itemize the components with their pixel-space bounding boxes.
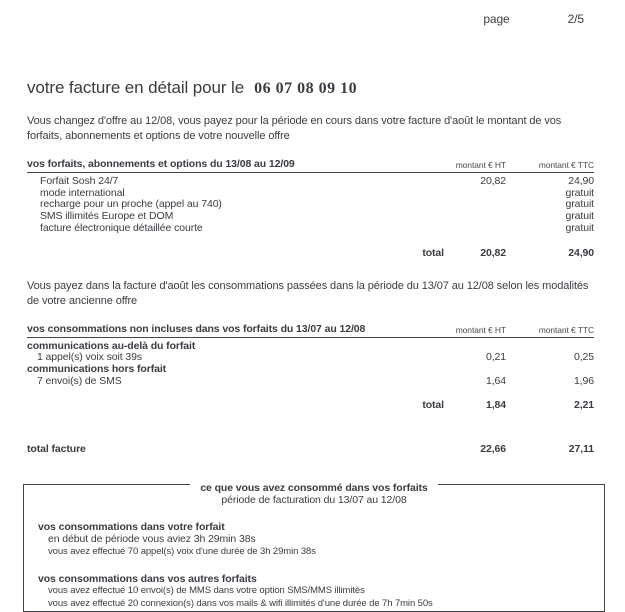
page-indicator: page 2/5	[27, 0, 594, 26]
consumptions-table: vos consommations non incluses dans vos …	[27, 323, 594, 411]
row-amount-ht	[444, 223, 506, 235]
summary-section-line: vous avez effectué 70 appel(s) voix d'un…	[48, 545, 316, 557]
column-header-ht: montant € HT	[455, 160, 506, 170]
table-row: Forfait Sosh 24/7 20,82 24,90	[27, 175, 594, 188]
row-amount-ttc: 1,96	[573, 374, 594, 387]
row-amount-ht: 0,21	[485, 351, 506, 364]
table-row: mode international gratuit	[27, 186, 595, 200]
row-label: communications hors forfait	[27, 362, 167, 375]
row-label: mode international	[40, 186, 125, 199]
row-label: SMS illimités Europe et DOM	[40, 210, 174, 223]
row-label: Forfait Sosh 24/7	[40, 175, 119, 187]
intro-paragraph-1: Vous changez d'offre au 12/08, vous paye…	[27, 115, 562, 142]
table-header: vos forfaits, abonnements et options du …	[27, 158, 594, 173]
table-header-title: vos consommations non incluses dans vos …	[27, 322, 366, 335]
total-ttc: 2,21	[573, 399, 594, 412]
row-amount-ht	[444, 364, 506, 376]
subscriptions-table: vos forfaits, abonnements et options du …	[27, 158, 594, 259]
summary-section-line: en début de période vous aviez 3h 29min …	[48, 533, 256, 546]
row-amount-ht: 1,64	[485, 374, 506, 387]
total-ht: 20,82	[480, 246, 506, 259]
table-row: communications hors forfait	[27, 362, 594, 376]
summary-section-heading: vos consommations dans vos autres forfai…	[38, 573, 257, 586]
summary-section-line: vous avez effectué 10 envoi(s) de MMS da…	[48, 585, 365, 597]
invoice-total-row: total facture 22,66 27,11	[27, 443, 594, 455]
column-header-ttc: montant € TTC	[538, 324, 594, 335]
page-title: votre facture en détail pour le 06 07 08…	[27, 78, 594, 98]
summary-section-heading: vos consommations dans votre forfait	[38, 521, 225, 534]
total-label: total	[422, 399, 444, 412]
row-amount-ht	[444, 199, 506, 211]
column-header-ht: montant € HT	[455, 324, 506, 335]
total-ht: 1,84	[485, 399, 506, 412]
row-label: 1 appel(s) voix soit 39s	[37, 351, 142, 364]
table-total-row: total 20,82 24,90	[27, 247, 594, 259]
invoice-total-label: total facture	[27, 443, 86, 456]
row-label: recharge pour un proche (appel au 740)	[40, 198, 222, 211]
table-row: 1 appel(s) voix soit 39s 0,21 0,25	[27, 352, 594, 364]
row-amount-ttc	[506, 364, 594, 376]
table-row: 7 envoi(s) de SMS 1,64 1,96	[27, 374, 594, 388]
row-amount-ttc: gratuit	[565, 210, 595, 223]
summary-section: vos consommations dans votre forfait en d…	[24, 521, 604, 558]
summary-box-subtitle: période de facturation du 13/07 au 12/08	[221, 494, 407, 507]
table-row: recharge pour un proche (appel au 740) gr…	[27, 199, 594, 211]
summary-box-title: ce que vous avez consommé dans vos forfa…	[24, 478, 604, 496]
invoice-total-ht: 22,66	[480, 443, 506, 456]
row-amount-ttc: 24,90	[568, 175, 594, 187]
total-ttc: 24,90	[568, 246, 594, 259]
table-total-row: total 1,84 2,21	[27, 399, 594, 411]
intro-paragraph-2: Vous payez dans la facture d'août les co…	[27, 279, 589, 307]
row-amount-ht	[444, 211, 506, 223]
invoice-page: page 2/5 votre facture en détail pour le…	[23, 0, 605, 612]
page-number: 2/5	[567, 12, 584, 26]
table-header: vos consommations non incluses dans vos …	[27, 323, 594, 338]
total-label: total	[422, 246, 444, 259]
summary-section-line: vous avez effectué 20 connexion(s) dans …	[48, 597, 433, 609]
row-amount-ttc: gratuit	[565, 186, 595, 199]
row-label: 7 envoi(s) de SMS	[37, 374, 122, 387]
row-amount-ht	[444, 188, 506, 200]
row-label: facture électronique détaillée courte	[40, 221, 203, 234]
row-amount-ttc: gratuit	[565, 198, 595, 211]
column-header-ttc: montant € TTC	[538, 160, 594, 170]
summary-sections: vos consommations dans votre forfait en d…	[24, 521, 604, 610]
phone-number: 06 07 08 09 10	[254, 80, 358, 97]
row-amount-ht: 20,82	[480, 175, 506, 187]
table-body: communications au-delà du forfait 1 appel…	[27, 338, 594, 388]
invoice-total-ttc: 27,11	[568, 443, 594, 456]
table-row: SMS illimités Europe et DOM gratuit	[27, 210, 595, 223]
page-label: page	[483, 12, 510, 26]
summary-section: vos consommations dans vos autres forfai…	[24, 573, 604, 610]
table-body: Forfait Sosh 24/7 20,82 24,90 mode internat…	[27, 173, 594, 235]
consumption-summary-box: ce que vous avez consommé dans vos forfa…	[23, 482, 605, 612]
table-header-title: vos forfaits, abonnements et options du …	[27, 158, 295, 170]
row-label: communications au-delà du forfait	[27, 339, 196, 352]
summary-box-title-text: ce que vous avez consommé dans vos forfa…	[190, 482, 438, 495]
table-row: facture électronique détaillée courte gra…	[27, 221, 595, 235]
row-amount-ttc: gratuit	[565, 221, 595, 234]
table-row: communications au-delà du forfait	[27, 339, 594, 353]
row-amount-ttc: 0,25	[573, 351, 594, 364]
page-title-text: votre facture en détail pour le	[27, 78, 245, 97]
